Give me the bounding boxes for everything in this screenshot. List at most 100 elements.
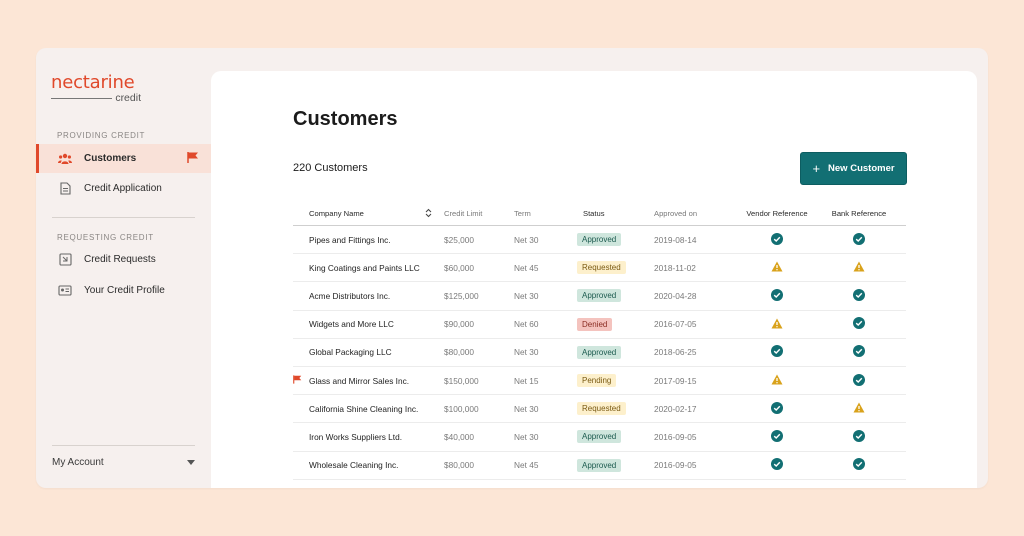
sort-icon[interactable] xyxy=(425,208,432,220)
company-name: Wholesale Cleaning Inc. xyxy=(309,460,399,471)
flag-icon xyxy=(187,152,199,166)
credit-limit: $25,000 xyxy=(444,234,474,245)
check-circle-icon xyxy=(771,458,783,472)
column-header-company[interactable]: Company Name xyxy=(293,208,444,220)
warning-icon xyxy=(771,318,783,331)
column-header-vendor: Vendor Reference xyxy=(746,209,808,218)
check-circle-icon xyxy=(853,373,865,388)
company-name: Pipes and Fittings Inc. xyxy=(309,234,391,245)
credit-limit: $60,000 xyxy=(444,262,474,273)
sidebar-divider xyxy=(52,445,195,446)
chevron-down-icon xyxy=(187,460,195,465)
status-badge: Denied xyxy=(577,317,613,331)
approved-date: 2016-09-05 xyxy=(654,460,697,471)
credit-limit: $100,000 xyxy=(444,403,479,414)
table-row[interactable]: Pipes and Fittings Inc. $25,000 Net 30 A… xyxy=(293,226,906,255)
status-badge: Approved xyxy=(577,233,622,247)
table-row[interactable]: Iron Works Suppliers Ltd. $40,000 Net 30… xyxy=(293,423,906,452)
warning-icon xyxy=(853,261,865,274)
term: Net 60 xyxy=(514,319,539,330)
my-account-menu[interactable]: My Account xyxy=(52,457,195,468)
column-header-limit: Credit Limit xyxy=(444,209,483,218)
column-header-approved: Approved on xyxy=(654,209,698,218)
term: Net 45 xyxy=(514,460,539,471)
sidebar-item-label: Credit Application xyxy=(84,183,162,194)
status-badge: Approved xyxy=(577,458,622,472)
company-name: Widgets and More LLC xyxy=(309,319,394,330)
sidebar-item-credit-application[interactable]: Credit Application xyxy=(36,174,211,203)
approved-date: 2018-11-02 xyxy=(654,262,696,273)
request-icon xyxy=(58,253,72,267)
logo-wordmark: nectarine xyxy=(51,72,135,93)
table-row[interactable]: Glass and Mirror Sales Inc. $150,000 Net… xyxy=(293,367,906,396)
warning-icon xyxy=(771,374,783,387)
approved-date: 2018-06-25 xyxy=(654,347,697,358)
sidebar-item-credit-profile[interactable]: Your Credit Profile xyxy=(36,276,211,305)
check-circle-icon xyxy=(853,345,865,359)
people-icon xyxy=(58,152,72,166)
status-badge: Requested xyxy=(577,402,626,416)
check-circle-icon xyxy=(771,401,783,416)
term: Net 15 xyxy=(514,375,539,386)
credit-limit: $90,000 xyxy=(444,319,474,330)
logo-subtitle: credit xyxy=(115,92,141,104)
table-row[interactable]: King Coatings and Paints LLC $60,000 Net… xyxy=(293,254,906,283)
table-row[interactable]: California Shine Cleaning Inc. $100,000 … xyxy=(293,395,906,424)
app-window: nectarine credit PROVIDING CREDIT Custom… xyxy=(36,48,988,488)
status-badge: Approved xyxy=(577,345,622,359)
sidebar-item-credit-requests[interactable]: Credit Requests xyxy=(36,245,211,274)
company-name: Global Packaging LLC xyxy=(309,347,392,358)
table-header: Company Name Credit Limit Term Status Ap… xyxy=(293,202,906,226)
term: Net 30 xyxy=(514,431,539,442)
sidebar-divider xyxy=(52,217,195,218)
term: Net 30 xyxy=(514,347,539,358)
approved-date: 2020-04-28 xyxy=(654,290,697,301)
approved-date: 2016-07-05 xyxy=(654,319,697,330)
warning-icon xyxy=(771,261,783,274)
term: Net 45 xyxy=(514,262,539,273)
column-header-status: Status xyxy=(583,209,605,218)
id-card-icon xyxy=(58,284,72,298)
term: Net 30 xyxy=(514,403,539,414)
credit-limit: $80,000 xyxy=(444,347,474,358)
new-customer-label: New Customer xyxy=(828,163,895,174)
table-row[interactable]: Wholesale Cleaning Inc. $80,000 Net 45 A… xyxy=(293,452,906,480)
table-row[interactable]: Global Packaging LLC $80,000 Net 30 Appr… xyxy=(293,339,906,367)
term: Net 30 xyxy=(514,234,539,245)
check-circle-icon xyxy=(853,288,865,303)
logo[interactable]: nectarine credit xyxy=(51,74,141,103)
sidebar-item-customers[interactable]: Customers xyxy=(36,144,211,173)
plus-icon: + xyxy=(812,161,821,176)
flag-icon xyxy=(293,375,302,386)
table-row[interactable]: Acme Distributors Inc. $125,000 Net 30 A… xyxy=(293,282,906,311)
credit-limit: $40,000 xyxy=(444,431,474,442)
page-title: Customers xyxy=(293,108,398,130)
status-badge: Requested xyxy=(577,261,626,275)
credit-limit: $125,000 xyxy=(444,290,479,301)
sidebar-item-label: Your Credit Profile xyxy=(84,285,165,296)
check-circle-icon xyxy=(853,429,865,444)
customers-table: Company Name Credit Limit Term Status Ap… xyxy=(293,202,906,480)
main-panel: Customers 220 Customers + New Customer C… xyxy=(211,71,977,488)
section-label-providing: PROVIDING CREDIT xyxy=(57,131,146,140)
sidebar-item-label: Credit Requests xyxy=(84,254,156,265)
credit-limit: $80,000 xyxy=(444,460,474,471)
check-circle-icon xyxy=(853,232,865,247)
company-name: Acme Distributors Inc. xyxy=(309,290,391,301)
customer-count: 220 Customers xyxy=(293,162,368,174)
warning-icon xyxy=(853,402,865,415)
table-body: Pipes and Fittings Inc. $25,000 Net 30 A… xyxy=(293,226,906,480)
term: Net 30 xyxy=(514,290,539,301)
table-row[interactable]: Widgets and More LLC $90,000 Net 60 Deni… xyxy=(293,311,906,339)
check-circle-icon xyxy=(853,458,865,472)
check-circle-icon xyxy=(771,232,783,247)
check-circle-icon xyxy=(771,345,783,359)
company-name: Iron Works Suppliers Ltd. xyxy=(309,431,402,442)
new-customer-button[interactable]: + New Customer xyxy=(800,152,907,185)
document-icon xyxy=(58,182,72,196)
sidebar-item-label: Customers xyxy=(84,153,137,164)
check-circle-icon xyxy=(771,288,783,303)
section-label-requesting: REQUESTING CREDIT xyxy=(57,233,154,242)
status-badge: Approved xyxy=(577,289,622,303)
sidebar: nectarine credit PROVIDING CREDIT Custom… xyxy=(36,48,211,488)
